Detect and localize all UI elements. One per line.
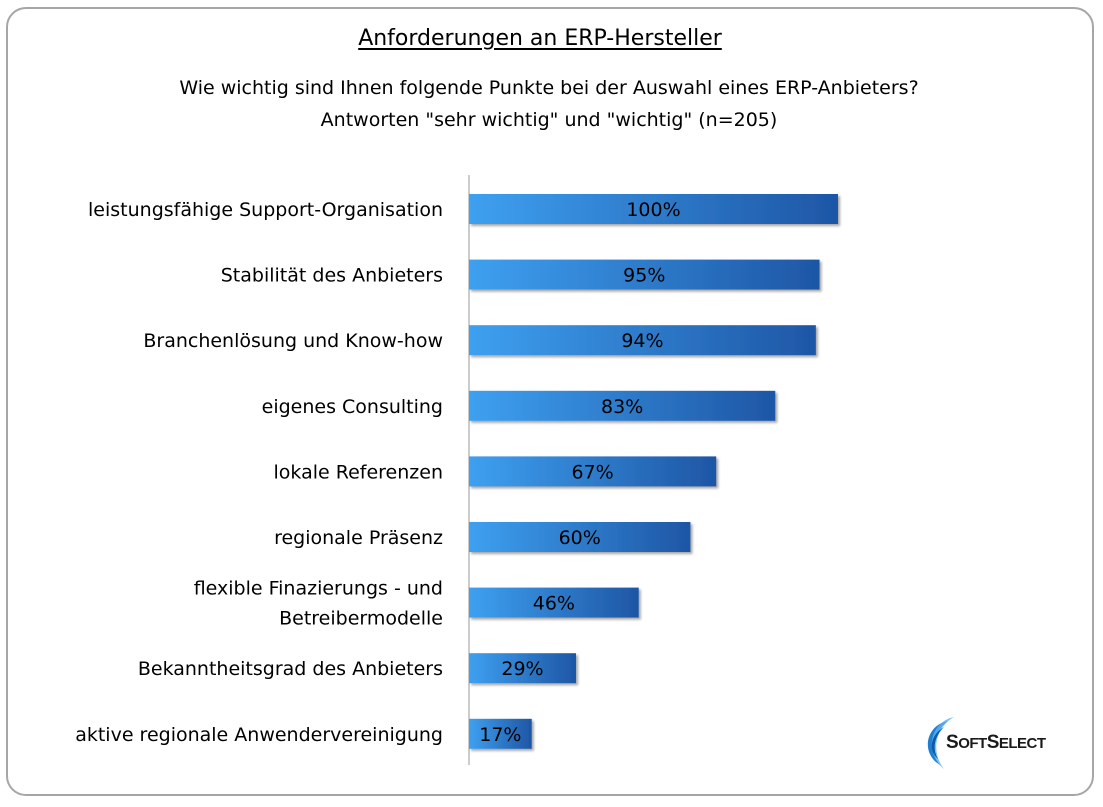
category-label-4: eigenes Consulting (262, 396, 443, 418)
bar-3 (469, 325, 816, 356)
bar-5 (469, 456, 717, 487)
category-label-6: regionale Präsenz (274, 527, 443, 549)
data-label-9: 17% (479, 724, 521, 746)
bar-4 (469, 390, 776, 421)
bar-7 (469, 587, 639, 618)
logo-wordmark: SOFTSELECT (946, 732, 1046, 753)
category-label-5: lokale Referenzen (274, 461, 443, 483)
bar-6 (469, 522, 691, 552)
category-label-8: Bekanntheitsgrad des Anbieters (138, 658, 443, 680)
data-label-4: 83% (601, 396, 643, 418)
bar-2 (469, 259, 820, 290)
swoosh-logo-icon (927, 717, 954, 769)
bar-8 (469, 653, 577, 684)
chart-subtitle-line-1: Wie wichtig sind Ihnen folgende Punkte b… (179, 77, 919, 99)
bars-group: 100% leistungsfähige Support-Organisation… (75, 194, 838, 749)
category-label-1: leistungsfähige Support-Organisation (88, 199, 443, 221)
category-label-7-line-1: flexible Finazierungs - und (194, 578, 443, 600)
data-label-5: 67% (571, 461, 613, 483)
category-label-7-line-2: Betreibermodelle (279, 608, 443, 630)
data-label-8: 29% (501, 658, 543, 680)
category-label-9: aktive regionale Anwendervereinigung (75, 724, 443, 746)
softselect-logo: SOFTSELECT (918, 713, 1068, 777)
data-label-6: 60% (559, 527, 601, 549)
data-label-7: 46% (533, 593, 575, 615)
data-label-3: 94% (621, 330, 663, 352)
category-label-3: Branchenlösung und Know-how (143, 330, 443, 352)
chart-title: Anforderungen an ERP-Hersteller (358, 26, 722, 51)
data-label-1: 100% (626, 199, 680, 221)
data-label-2: 95% (623, 265, 665, 287)
bar-1 (469, 194, 838, 224)
chart-subtitle-line-2: Antworten "sehr wichtig" und "wichtig" (… (320, 109, 778, 131)
bar-9 (469, 718, 532, 749)
category-label-2: Stabilität des Anbieters (221, 265, 443, 287)
